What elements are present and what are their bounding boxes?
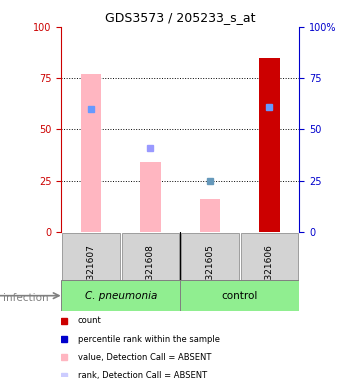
FancyBboxPatch shape bbox=[61, 280, 180, 311]
Text: control: control bbox=[222, 291, 258, 301]
Text: value, Detection Call = ABSENT: value, Detection Call = ABSENT bbox=[78, 353, 211, 362]
Text: infection: infection bbox=[3, 293, 49, 303]
Bar bbox=[259, 58, 280, 232]
Title: GDS3573 / 205233_s_at: GDS3573 / 205233_s_at bbox=[105, 11, 255, 24]
Bar bbox=[140, 162, 161, 232]
Text: count: count bbox=[78, 316, 102, 325]
Bar bbox=[200, 199, 220, 232]
FancyBboxPatch shape bbox=[122, 233, 179, 310]
FancyBboxPatch shape bbox=[180, 280, 299, 311]
Text: rank, Detection Call = ABSENT: rank, Detection Call = ABSENT bbox=[78, 371, 207, 380]
Bar bbox=[81, 74, 101, 232]
FancyBboxPatch shape bbox=[62, 233, 120, 310]
Text: GSM321606: GSM321606 bbox=[265, 244, 274, 299]
Text: GSM321608: GSM321608 bbox=[146, 244, 155, 299]
Text: GSM321607: GSM321607 bbox=[86, 244, 96, 299]
Text: percentile rank within the sample: percentile rank within the sample bbox=[78, 334, 220, 344]
Text: GSM321605: GSM321605 bbox=[205, 244, 215, 299]
Text: C. pneumonia: C. pneumonia bbox=[85, 291, 157, 301]
FancyBboxPatch shape bbox=[241, 233, 298, 310]
FancyBboxPatch shape bbox=[182, 233, 239, 310]
